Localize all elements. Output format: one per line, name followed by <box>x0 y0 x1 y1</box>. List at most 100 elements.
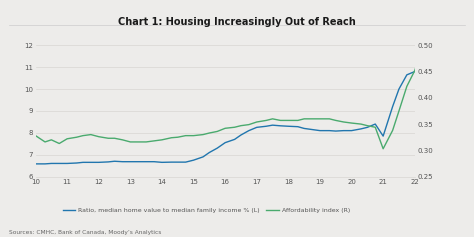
Affordability index (R) <box>33 134 38 137</box>
Affordability index (R) <box>80 134 86 137</box>
Ratio, median home value to median family income % (L) <box>137 160 143 163</box>
Ratio, median home value to median family income % (L) <box>105 160 111 163</box>
Ratio, median home value to median family income % (L) <box>349 129 355 132</box>
Affordability index (R) <box>214 130 220 133</box>
Ratio, median home value to median family income % (L) <box>128 160 133 163</box>
Affordability index (R) <box>246 123 252 126</box>
Affordability index (R) <box>270 117 275 120</box>
Affordability index (R) <box>128 141 133 143</box>
Ratio, median home value to median family income % (L) <box>327 129 332 132</box>
Ratio, median home value to median family income % (L) <box>169 161 174 164</box>
Ratio, median home value to median family income % (L) <box>80 161 86 164</box>
Ratio, median home value to median family income % (L) <box>112 160 118 163</box>
Affordability index (R) <box>137 141 143 143</box>
Affordability index (R) <box>358 123 364 126</box>
Affordability index (R) <box>341 121 346 123</box>
Affordability index (R) <box>48 138 54 141</box>
Ratio, median home value to median family income % (L) <box>365 126 370 129</box>
Line: Ratio, median home value to median family income % (L): Ratio, median home value to median famil… <box>36 72 415 164</box>
Ratio, median home value to median family income % (L) <box>278 124 283 127</box>
Line: Affordability index (R): Affordability index (R) <box>36 57 419 149</box>
Affordability index (R) <box>365 124 370 127</box>
Ratio, median home value to median family income % (L) <box>96 161 101 164</box>
Ratio, median home value to median family income % (L) <box>390 105 395 108</box>
Ratio, median home value to median family income % (L) <box>143 160 149 163</box>
Ratio, median home value to median family income % (L) <box>333 130 338 132</box>
Affordability index (R) <box>285 119 291 122</box>
Ratio, median home value to median family income % (L) <box>380 135 386 137</box>
Ratio, median home value to median family income % (L) <box>232 138 237 141</box>
Ratio, median home value to median family income % (L) <box>309 128 315 131</box>
Affordability index (R) <box>232 126 237 129</box>
Ratio, median home value to median family income % (L) <box>246 129 252 132</box>
Affordability index (R) <box>264 119 269 122</box>
Ratio, median home value to median family income % (L) <box>42 162 48 165</box>
Text: Sources: CMHC, Bank of Canada, Moody’s Analytics: Sources: CMHC, Bank of Canada, Moody’s A… <box>9 230 162 235</box>
Ratio, median home value to median family income % (L) <box>301 127 307 130</box>
Ratio, median home value to median family income % (L) <box>64 162 70 165</box>
Affordability index (R) <box>222 127 228 130</box>
Affordability index (R) <box>112 137 118 140</box>
Affordability index (R) <box>278 119 283 122</box>
Affordability index (R) <box>333 119 338 122</box>
Ratio, median home value to median family income % (L) <box>214 147 220 150</box>
Affordability index (R) <box>74 136 80 139</box>
Affordability index (R) <box>412 69 418 72</box>
Ratio, median home value to median family income % (L) <box>373 123 378 125</box>
Affordability index (R) <box>56 142 62 145</box>
Affordability index (R) <box>191 134 196 137</box>
Affordability index (R) <box>390 129 395 132</box>
Ratio, median home value to median family income % (L) <box>88 161 94 164</box>
Affordability index (R) <box>64 137 70 140</box>
Ratio, median home value to median family income % (L) <box>404 73 410 76</box>
Affordability index (R) <box>254 121 260 123</box>
Ratio, median home value to median family income % (L) <box>264 125 269 128</box>
Ratio, median home value to median family income % (L) <box>207 151 212 154</box>
Text: Chart 1: Housing Increasingly Out of Reach: Chart 1: Housing Increasingly Out of Rea… <box>118 17 356 27</box>
Affordability index (R) <box>183 134 189 137</box>
Ratio, median home value to median family income % (L) <box>238 134 244 137</box>
Affordability index (R) <box>105 137 111 140</box>
Legend: Ratio, median home value to median family income % (L), Affordability index (R): Ratio, median home value to median famil… <box>60 205 352 216</box>
Ratio, median home value to median family income % (L) <box>270 124 275 127</box>
Affordability index (R) <box>373 126 378 129</box>
Ratio, median home value to median family income % (L) <box>222 141 228 144</box>
Affordability index (R) <box>309 117 315 120</box>
Ratio, median home value to median family income % (L) <box>285 125 291 128</box>
Affordability index (R) <box>301 117 307 120</box>
Affordability index (R) <box>88 133 94 136</box>
Affordability index (R) <box>119 138 125 141</box>
Ratio, median home value to median family income % (L) <box>191 159 196 162</box>
Ratio, median home value to median family income % (L) <box>341 129 346 132</box>
Affordability index (R) <box>96 135 101 138</box>
Affordability index (R) <box>417 55 422 58</box>
Affordability index (R) <box>317 117 323 120</box>
Affordability index (R) <box>380 147 386 150</box>
Ratio, median home value to median family income % (L) <box>48 162 54 165</box>
Ratio, median home value to median family income % (L) <box>151 160 157 163</box>
Affordability index (R) <box>327 117 332 120</box>
Affordability index (R) <box>404 85 410 88</box>
Ratio, median home value to median family income % (L) <box>183 161 189 164</box>
Affordability index (R) <box>143 141 149 143</box>
Ratio, median home value to median family income % (L) <box>175 161 181 164</box>
Ratio, median home value to median family income % (L) <box>159 161 165 164</box>
Ratio, median home value to median family income % (L) <box>56 162 62 165</box>
Ratio, median home value to median family income % (L) <box>358 128 364 130</box>
Affordability index (R) <box>207 132 212 134</box>
Affordability index (R) <box>238 124 244 127</box>
Ratio, median home value to median family income % (L) <box>119 160 125 163</box>
Ratio, median home value to median family income % (L) <box>200 155 206 158</box>
Affordability index (R) <box>169 136 174 139</box>
Affordability index (R) <box>295 119 301 122</box>
Ratio, median home value to median family income % (L) <box>254 126 260 129</box>
Ratio, median home value to median family income % (L) <box>33 162 38 165</box>
Affordability index (R) <box>151 139 157 142</box>
Ratio, median home value to median family income % (L) <box>317 129 323 132</box>
Ratio, median home value to median family income % (L) <box>396 88 402 91</box>
Affordability index (R) <box>349 122 355 124</box>
Ratio, median home value to median family income % (L) <box>412 70 418 73</box>
Ratio, median home value to median family income % (L) <box>295 125 301 128</box>
Affordability index (R) <box>42 141 48 143</box>
Affordability index (R) <box>175 136 181 139</box>
